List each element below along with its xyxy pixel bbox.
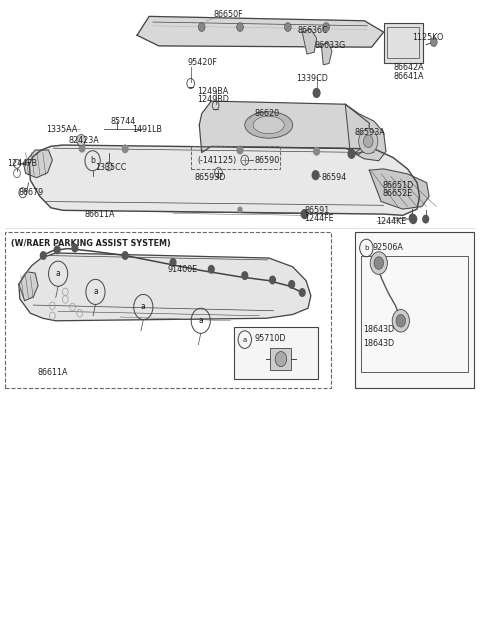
Text: 86651D: 86651D — [383, 181, 414, 190]
Circle shape — [374, 257, 384, 269]
Text: 1244KE: 1244KE — [376, 217, 407, 226]
Text: 86593A: 86593A — [355, 128, 385, 137]
Text: 1339CD: 1339CD — [297, 74, 328, 83]
Bar — [384, 23, 423, 64]
Text: 86620: 86620 — [254, 109, 279, 118]
Bar — [234, 327, 318, 379]
Text: 91400E: 91400E — [167, 265, 197, 274]
Text: a: a — [198, 316, 203, 325]
Circle shape — [370, 252, 387, 274]
Text: 86593D: 86593D — [194, 173, 226, 182]
Text: 92506A: 92506A — [373, 243, 404, 252]
Circle shape — [396, 314, 406, 327]
Circle shape — [423, 215, 429, 223]
Text: 1335CC: 1335CC — [96, 162, 127, 172]
Circle shape — [392, 309, 409, 332]
Polygon shape — [199, 101, 369, 155]
Text: 86679: 86679 — [19, 188, 44, 198]
Text: 86590: 86590 — [254, 155, 280, 165]
Circle shape — [314, 148, 320, 155]
Circle shape — [77, 135, 85, 146]
Bar — [191, 147, 280, 169]
Polygon shape — [19, 253, 311, 321]
Circle shape — [410, 214, 417, 223]
Text: a: a — [56, 269, 60, 278]
Circle shape — [285, 23, 291, 31]
Circle shape — [409, 214, 415, 221]
Polygon shape — [322, 42, 332, 65]
Text: 1249BD: 1249BD — [197, 95, 229, 104]
Bar — [355, 232, 474, 388]
Polygon shape — [19, 272, 38, 301]
Circle shape — [348, 150, 355, 159]
Text: 86650F: 86650F — [214, 10, 243, 19]
Text: 86591: 86591 — [305, 206, 330, 215]
Text: 1491LB: 1491LB — [132, 125, 162, 134]
Text: 86636C: 86636C — [298, 26, 328, 35]
Circle shape — [122, 145, 128, 153]
Circle shape — [72, 244, 78, 252]
Text: 86652E: 86652E — [383, 189, 413, 199]
Text: 1244FE: 1244FE — [305, 214, 334, 223]
Circle shape — [238, 207, 242, 212]
Text: 1335AA: 1335AA — [47, 125, 78, 134]
Text: 18643D: 18643D — [363, 339, 395, 348]
Text: 1125KO: 1125KO — [412, 33, 444, 42]
Polygon shape — [137, 16, 384, 47]
Text: 85744: 85744 — [111, 117, 136, 126]
Polygon shape — [24, 150, 52, 177]
Text: b: b — [364, 245, 369, 251]
Circle shape — [313, 89, 320, 97]
Bar — [360, 256, 468, 372]
Text: (-141125): (-141125) — [197, 155, 236, 165]
Circle shape — [106, 162, 112, 171]
Text: 86642A: 86642A — [393, 63, 424, 72]
Circle shape — [237, 147, 243, 154]
Circle shape — [122, 252, 128, 259]
Circle shape — [323, 23, 329, 31]
Ellipse shape — [245, 112, 293, 138]
Text: 95710D: 95710D — [254, 334, 286, 343]
Text: 1249BA: 1249BA — [197, 87, 228, 96]
Text: a: a — [243, 337, 247, 343]
Polygon shape — [345, 104, 386, 161]
Circle shape — [40, 252, 46, 259]
Text: 95420F: 95420F — [187, 58, 217, 67]
Circle shape — [170, 259, 176, 266]
Text: 86611A: 86611A — [37, 369, 68, 377]
Text: a: a — [141, 303, 146, 311]
Circle shape — [54, 246, 60, 253]
Polygon shape — [369, 169, 429, 209]
Bar — [387, 27, 419, 58]
Text: b: b — [90, 156, 95, 165]
Text: 86633G: 86633G — [314, 42, 346, 50]
Circle shape — [79, 145, 85, 152]
Circle shape — [208, 265, 214, 273]
Circle shape — [237, 23, 243, 31]
Bar — [270, 348, 291, 370]
Text: 82423A: 82423A — [69, 135, 99, 145]
Text: a: a — [93, 287, 98, 296]
Bar — [5, 232, 331, 388]
Circle shape — [242, 272, 248, 279]
Circle shape — [289, 281, 295, 288]
Text: 86611A: 86611A — [84, 209, 115, 219]
Ellipse shape — [253, 116, 284, 134]
Circle shape — [363, 135, 373, 148]
Text: 1244FB: 1244FB — [7, 159, 37, 169]
Circle shape — [275, 352, 287, 367]
Text: 86641A: 86641A — [393, 72, 424, 81]
Text: 86594: 86594 — [322, 173, 347, 182]
Circle shape — [359, 129, 378, 154]
Circle shape — [198, 23, 205, 31]
Circle shape — [301, 209, 308, 218]
Circle shape — [270, 276, 276, 284]
Polygon shape — [302, 29, 317, 54]
Polygon shape — [29, 145, 420, 215]
Text: (W/RAER PARKING ASSIST SYSTEM): (W/RAER PARKING ASSIST SYSTEM) — [11, 238, 171, 248]
Circle shape — [431, 38, 437, 47]
Circle shape — [300, 289, 305, 296]
Text: 18643D: 18643D — [363, 325, 395, 334]
Circle shape — [312, 171, 319, 179]
